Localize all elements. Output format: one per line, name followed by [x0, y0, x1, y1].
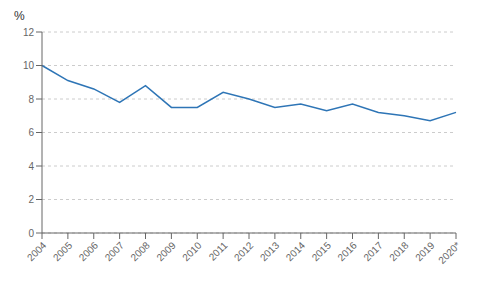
svg-text:2019: 2019 [413, 239, 437, 263]
svg-text:2: 2 [28, 194, 34, 205]
svg-text:2012: 2012 [232, 239, 256, 263]
svg-text:12: 12 [23, 27, 35, 38]
svg-text:2020*: 2020* [436, 240, 462, 266]
svg-text:2007: 2007 [103, 239, 127, 263]
svg-text:2005: 2005 [51, 239, 75, 263]
svg-text:2016: 2016 [335, 239, 359, 263]
svg-text:0: 0 [28, 228, 34, 239]
svg-text:2013: 2013 [258, 239, 282, 263]
svg-text:2017: 2017 [361, 239, 385, 263]
svg-text:4: 4 [28, 161, 34, 172]
svg-text:8: 8 [28, 94, 34, 105]
svg-text:2010: 2010 [180, 239, 204, 263]
svg-text:2006: 2006 [77, 239, 101, 263]
svg-text:2004: 2004 [25, 239, 49, 263]
svg-text:10: 10 [23, 60, 35, 71]
svg-text:2018: 2018 [387, 239, 411, 263]
svg-text:6: 6 [28, 127, 34, 138]
svg-text:2009: 2009 [154, 239, 178, 263]
svg-text:2015: 2015 [310, 239, 334, 263]
svg-text:2008: 2008 [128, 239, 152, 263]
svg-text:2014: 2014 [284, 239, 308, 263]
svg-text:2011: 2011 [207, 239, 230, 262]
